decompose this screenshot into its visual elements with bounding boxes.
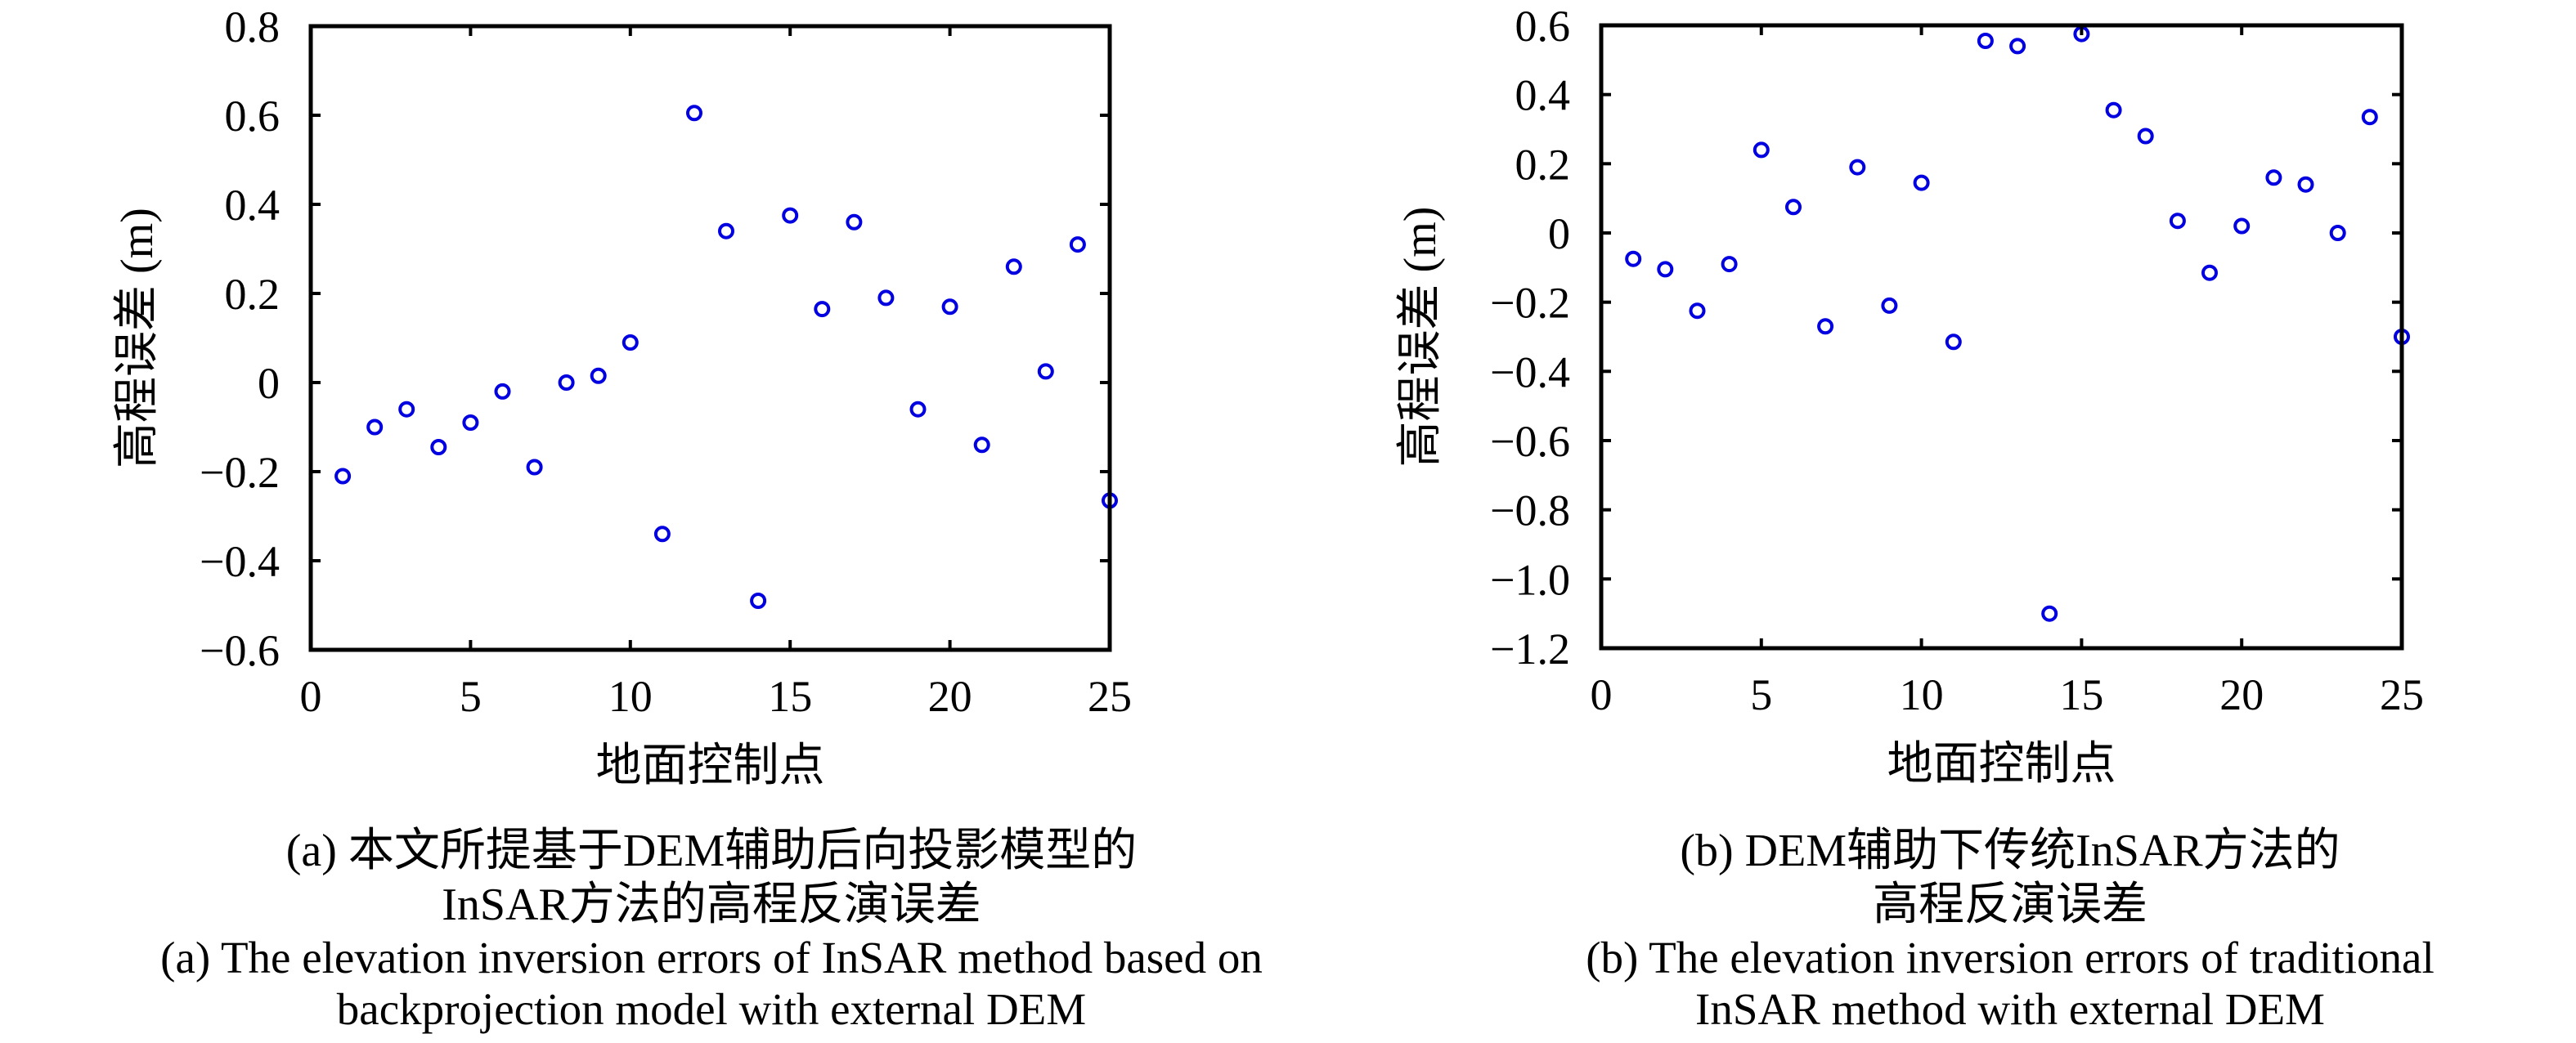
y-tick-label: −0.8 (1490, 486, 1570, 535)
data-point (1069, 236, 1086, 253)
caption-a-cn-line1: (a) 本文所提基于DEM辅助后向投影模型的 (285, 826, 1138, 876)
caption-b-en-line1: (b) The elevation inversion errors of tr… (1586, 933, 2435, 983)
data-point (2169, 213, 2186, 230)
caption-b-cn-line1: (b) DEM辅助下传统InSAR方法的 (1680, 826, 2340, 876)
scatter-plot-b: 0 5 10 15 20 25 0.6 0.4 0.2 0 −0.2 −0.4 −0.6 −0.8 −1.0… (1395, 2, 2424, 790)
y-tick-label: −0.4 (200, 537, 280, 586)
caption-a-cn-line2: InSAR方法的高程反演误差 (442, 880, 981, 930)
data-point (1037, 363, 1054, 380)
data-point (909, 401, 927, 418)
caption-b-cn-line2: 高程反演误差 (1873, 880, 2147, 930)
data-point (1881, 297, 1898, 314)
data-point (2105, 101, 2122, 119)
x-tick-label: 5 (1750, 670, 1772, 719)
x-tick-label: 25 (2380, 670, 2424, 719)
y-tick-label: −0.6 (200, 626, 280, 675)
data-point (2201, 264, 2218, 281)
y-tick-label: 0.8 (225, 2, 280, 51)
data-point (622, 334, 639, 351)
caption-a: (a) 本文所提基于DEM辅助后向投影模型的 InSAR方法的高程反演误差 (a… (16, 824, 1407, 1035)
y-tick-label: −1.0 (1490, 555, 1570, 604)
data-point (1849, 159, 1866, 176)
x-axis-label: 地面控制点 (1887, 739, 2116, 790)
data-point (782, 207, 799, 224)
data-point (1977, 33, 1994, 49)
x-tick-label: 10 (608, 672, 653, 721)
y-tick-label: −0.6 (1490, 417, 1570, 466)
y-tick-label: 0.2 (225, 270, 280, 319)
data-point (686, 105, 702, 122)
data-point (494, 383, 511, 400)
y-tick-label: 0.6 (1515, 2, 1571, 51)
data-point (877, 289, 895, 307)
data-point (2041, 605, 2058, 622)
data-point (941, 298, 958, 316)
y-tick-label: −0.2 (200, 448, 280, 497)
data-point (2297, 176, 2314, 193)
data-point (1657, 261, 1674, 278)
y-tick-label: 0.6 (225, 92, 280, 141)
data-point (1752, 141, 1770, 159)
y-tick-label: 0 (258, 359, 280, 408)
x-tick-label: 25 (1088, 672, 1132, 721)
x-tick-label: 15 (2059, 670, 2103, 719)
plot-frame (1599, 23, 2404, 651)
y-axis-label: 高程误差 (m) (1395, 207, 1446, 468)
data-point (1817, 318, 1834, 335)
data-point (2137, 128, 2154, 145)
caption-b-en-line2: InSAR method with external DEM (1695, 984, 2325, 1034)
data-point (558, 374, 575, 391)
data-point (653, 526, 671, 543)
caption-b: (b) DEM辅助下传统InSAR方法的 高程反演误差 (b) The elev… (1315, 824, 2576, 1035)
data-point (1689, 302, 1706, 320)
data-point (430, 439, 447, 455)
data-point (462, 414, 479, 431)
data-point (814, 301, 831, 318)
x-tick-label: 20 (2219, 670, 2264, 719)
data-point (1913, 174, 1930, 191)
caption-a-en-line1: (a) The elevation inversion errors of In… (160, 933, 1263, 983)
y-tick-label: 0 (1548, 209, 1570, 258)
y-tick-label: −0.4 (1490, 347, 1570, 396)
y-tick-label: 0.2 (1515, 140, 1571, 189)
y-tick-label: −1.2 (1490, 624, 1570, 674)
y-tick-label: 0.4 (225, 181, 280, 230)
data-point (2329, 225, 2346, 241)
data-point (398, 401, 415, 418)
data-point (1625, 250, 1642, 267)
data-point (334, 468, 352, 485)
x-tick-label: 5 (460, 672, 482, 721)
data-point (2233, 217, 2251, 235)
y-axis-label: 高程误差 (m) (112, 208, 163, 468)
x-tick-label: 0 (300, 672, 322, 721)
data-point (1945, 333, 1962, 351)
data-point (718, 222, 734, 239)
data-point (1785, 199, 1802, 216)
data-point (2265, 169, 2282, 186)
data-point (1721, 256, 1738, 273)
data-point (2361, 109, 2378, 126)
data-point (1005, 258, 1022, 275)
data-point (846, 213, 863, 231)
x-tick-label: 10 (1900, 670, 1944, 719)
scatter-plot-a: 0 5 10 15 20 25 0.8 0.6 0.4 0.2 0 −0.2 −0.4 −0.6 地面控制点… (112, 2, 1132, 791)
x-tick-label: 0 (1591, 670, 1613, 719)
data-point (526, 459, 543, 476)
y-tick-label: 0.4 (1515, 71, 1571, 120)
data-point (750, 593, 767, 609)
data-point (366, 419, 384, 436)
caption-a-en-line2: backprojection model with external DEM (336, 984, 1087, 1034)
x-tick-label: 20 (928, 672, 972, 721)
data-point (2009, 38, 2026, 55)
data-point (590, 367, 607, 384)
x-tick-label: 15 (768, 672, 812, 721)
y-tick-label: −0.2 (1490, 279, 1570, 328)
data-point (973, 436, 990, 454)
plot-frame (308, 24, 1112, 652)
x-axis-label: 地面控制点 (596, 741, 825, 791)
